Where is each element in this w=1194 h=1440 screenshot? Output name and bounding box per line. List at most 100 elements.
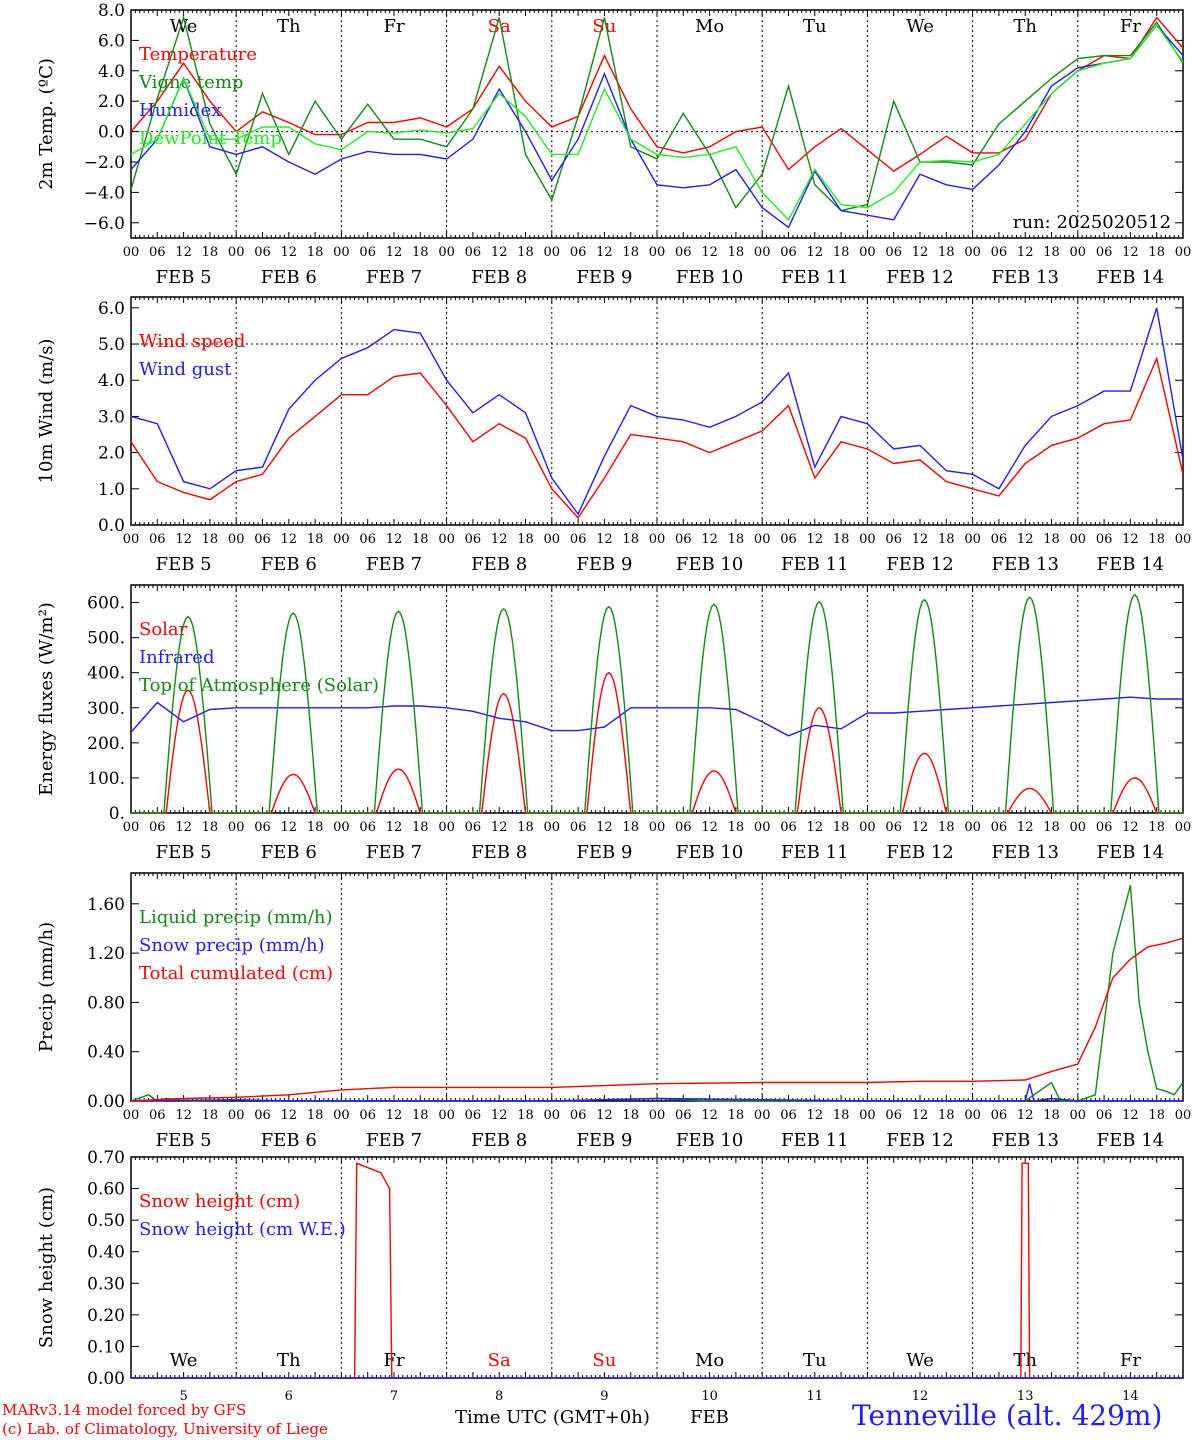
date-label: FEB 9: [576, 267, 632, 288]
date-label: FEB 14: [1097, 1130, 1164, 1151]
y-tick-label: 1.60: [87, 895, 125, 915]
hour-tick-label: 12: [1017, 532, 1034, 547]
hour-tick-label: 18: [1148, 820, 1165, 835]
hour-tick-label: 12: [912, 532, 929, 547]
y-tick-label: 4.0: [98, 371, 125, 391]
hour-tick-label: 18: [622, 820, 639, 835]
hour-tick-label: 00: [1175, 1108, 1192, 1123]
hour-tick-label: 06: [149, 1108, 166, 1123]
hour-tick-label: 12: [807, 820, 824, 835]
day-name-label: Tu: [803, 1350, 827, 1371]
hour-tick-label: 00: [964, 1108, 981, 1123]
hour-tick-label: 12: [1122, 1108, 1139, 1123]
date-label: FEB 14: [1097, 554, 1164, 575]
hour-tick-label: 06: [465, 532, 482, 547]
legend-entry: Temperature: [139, 44, 257, 65]
hour-tick-label: 06: [570, 245, 587, 260]
day-name-label: We: [170, 16, 198, 37]
legend-entry: Snow precip (mm/h): [139, 935, 325, 956]
date-label: FEB 12: [886, 554, 953, 575]
legend-entry: Total cumulated (cm): [139, 963, 333, 984]
legend-entry: Snow height (cm): [139, 1191, 300, 1212]
y-tick-label: 500.: [87, 629, 125, 649]
station-name: Tenneville (alt. 429m): [852, 1399, 1163, 1432]
hour-tick-label: 06: [1096, 1108, 1113, 1123]
hour-tick-label: 18: [1148, 245, 1165, 260]
day-name-label: Sa: [488, 16, 511, 37]
series-line-temperature: [131, 16, 1183, 172]
hour-tick-label: 00: [1070, 532, 1087, 547]
day-number-label: 14: [1122, 1389, 1139, 1404]
lab-credit: (c) Lab. of Climatology, University of L…: [2, 1420, 328, 1438]
plot-frame-wind: [130, 296, 1184, 526]
date-label: FEB 13: [991, 842, 1058, 863]
hour-tick-label: 06: [991, 1108, 1008, 1123]
y-tick-label: 6.0: [98, 31, 125, 51]
hour-tick-label: 00: [438, 245, 455, 260]
legend-entry: Top of Atmosphere (Solar): [139, 675, 379, 696]
hour-tick-label: 00: [964, 820, 981, 835]
hour-tick-label: 00: [1175, 820, 1192, 835]
legend-entry: Infrared: [139, 647, 214, 668]
hour-tick-label: 12: [807, 532, 824, 547]
hour-tick-label: 18: [307, 820, 324, 835]
hour-tick-label: 18: [202, 245, 219, 260]
hour-tick-label: 00: [1175, 245, 1192, 260]
date-label: FEB 8: [471, 1130, 527, 1151]
hour-tick-label: 12: [912, 1108, 929, 1123]
y-tick-label: 400.: [87, 664, 125, 684]
hour-tick-label: 18: [1148, 1108, 1165, 1123]
hour-tick-label: 06: [675, 820, 692, 835]
day-name-label: Th: [1013, 1350, 1037, 1371]
hour-tick-label: 12: [596, 1108, 613, 1123]
y-tick-label: 0.80: [87, 993, 125, 1013]
date-label: FEB 10: [676, 554, 743, 575]
date-label: FEB 5: [156, 1130, 212, 1151]
day-name-label: Tu: [803, 16, 827, 37]
hour-tick-label: 18: [202, 820, 219, 835]
legend-entry: DewPoint Temp: [139, 128, 282, 149]
date-label: FEB 14: [1097, 267, 1164, 288]
hour-tick-label: 00: [964, 532, 981, 547]
hour-tick-label: 12: [281, 532, 298, 547]
hour-tick-label: 18: [938, 1108, 955, 1123]
y-tick-label: 1.0: [98, 480, 125, 500]
y-tick-label: 1.20: [87, 944, 125, 964]
hour-tick-label: 06: [149, 245, 166, 260]
hour-tick-label: 06: [675, 532, 692, 547]
series-line-wind-speed: [131, 356, 1183, 519]
day-number-label: 10: [701, 1389, 718, 1404]
hour-tick-label: 06: [465, 245, 482, 260]
y-tick-label: −4.0: [84, 183, 125, 203]
day-number-label: 7: [390, 1389, 398, 1404]
series-line-vigne-temp: [131, 15, 1183, 212]
hour-tick-label: 18: [938, 245, 955, 260]
hour-tick-label: 00: [754, 820, 771, 835]
date-label: FEB 6: [261, 842, 317, 863]
x-axis-month: FEB: [690, 1407, 729, 1428]
y-tick-label: 200.: [87, 734, 125, 754]
hour-tick-label: 12: [596, 820, 613, 835]
date-label: FEB 6: [261, 1130, 317, 1151]
y-tick-label: 0.20: [87, 1306, 125, 1326]
y-tick-label: 5.0: [98, 335, 125, 355]
day-name-label: Th: [277, 16, 301, 37]
y-tick-label: 0.10: [87, 1337, 125, 1357]
day-number-label: 8: [495, 1389, 503, 1404]
y-axis-label: 2m Temp. (ºC): [36, 58, 57, 190]
hour-tick-label: 00: [859, 1108, 876, 1123]
y-tick-label: 600.: [87, 594, 125, 614]
hour-tick-label: 06: [1096, 820, 1113, 835]
hour-tick-label: 06: [570, 1108, 587, 1123]
y-axis-label: Energy fluxes (W/m²): [36, 602, 57, 796]
hour-tick-label: 00: [123, 1108, 140, 1123]
day-name-label: Th: [277, 1350, 301, 1371]
x-axis-title: Time UTC (GMT+0h): [455, 1407, 650, 1428]
hour-tick-label: 00: [1070, 820, 1087, 835]
hour-tick-label: 00: [544, 532, 561, 547]
hour-tick-label: 18: [202, 1108, 219, 1123]
hour-tick-label: 00: [333, 532, 350, 547]
hour-tick-label: 12: [175, 1108, 192, 1123]
hour-tick-label: 12: [175, 532, 192, 547]
